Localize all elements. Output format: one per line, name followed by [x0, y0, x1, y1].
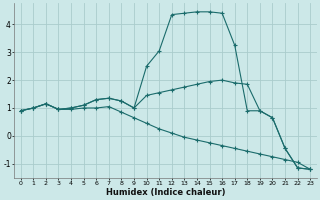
X-axis label: Humidex (Indice chaleur): Humidex (Indice chaleur)	[106, 188, 225, 197]
